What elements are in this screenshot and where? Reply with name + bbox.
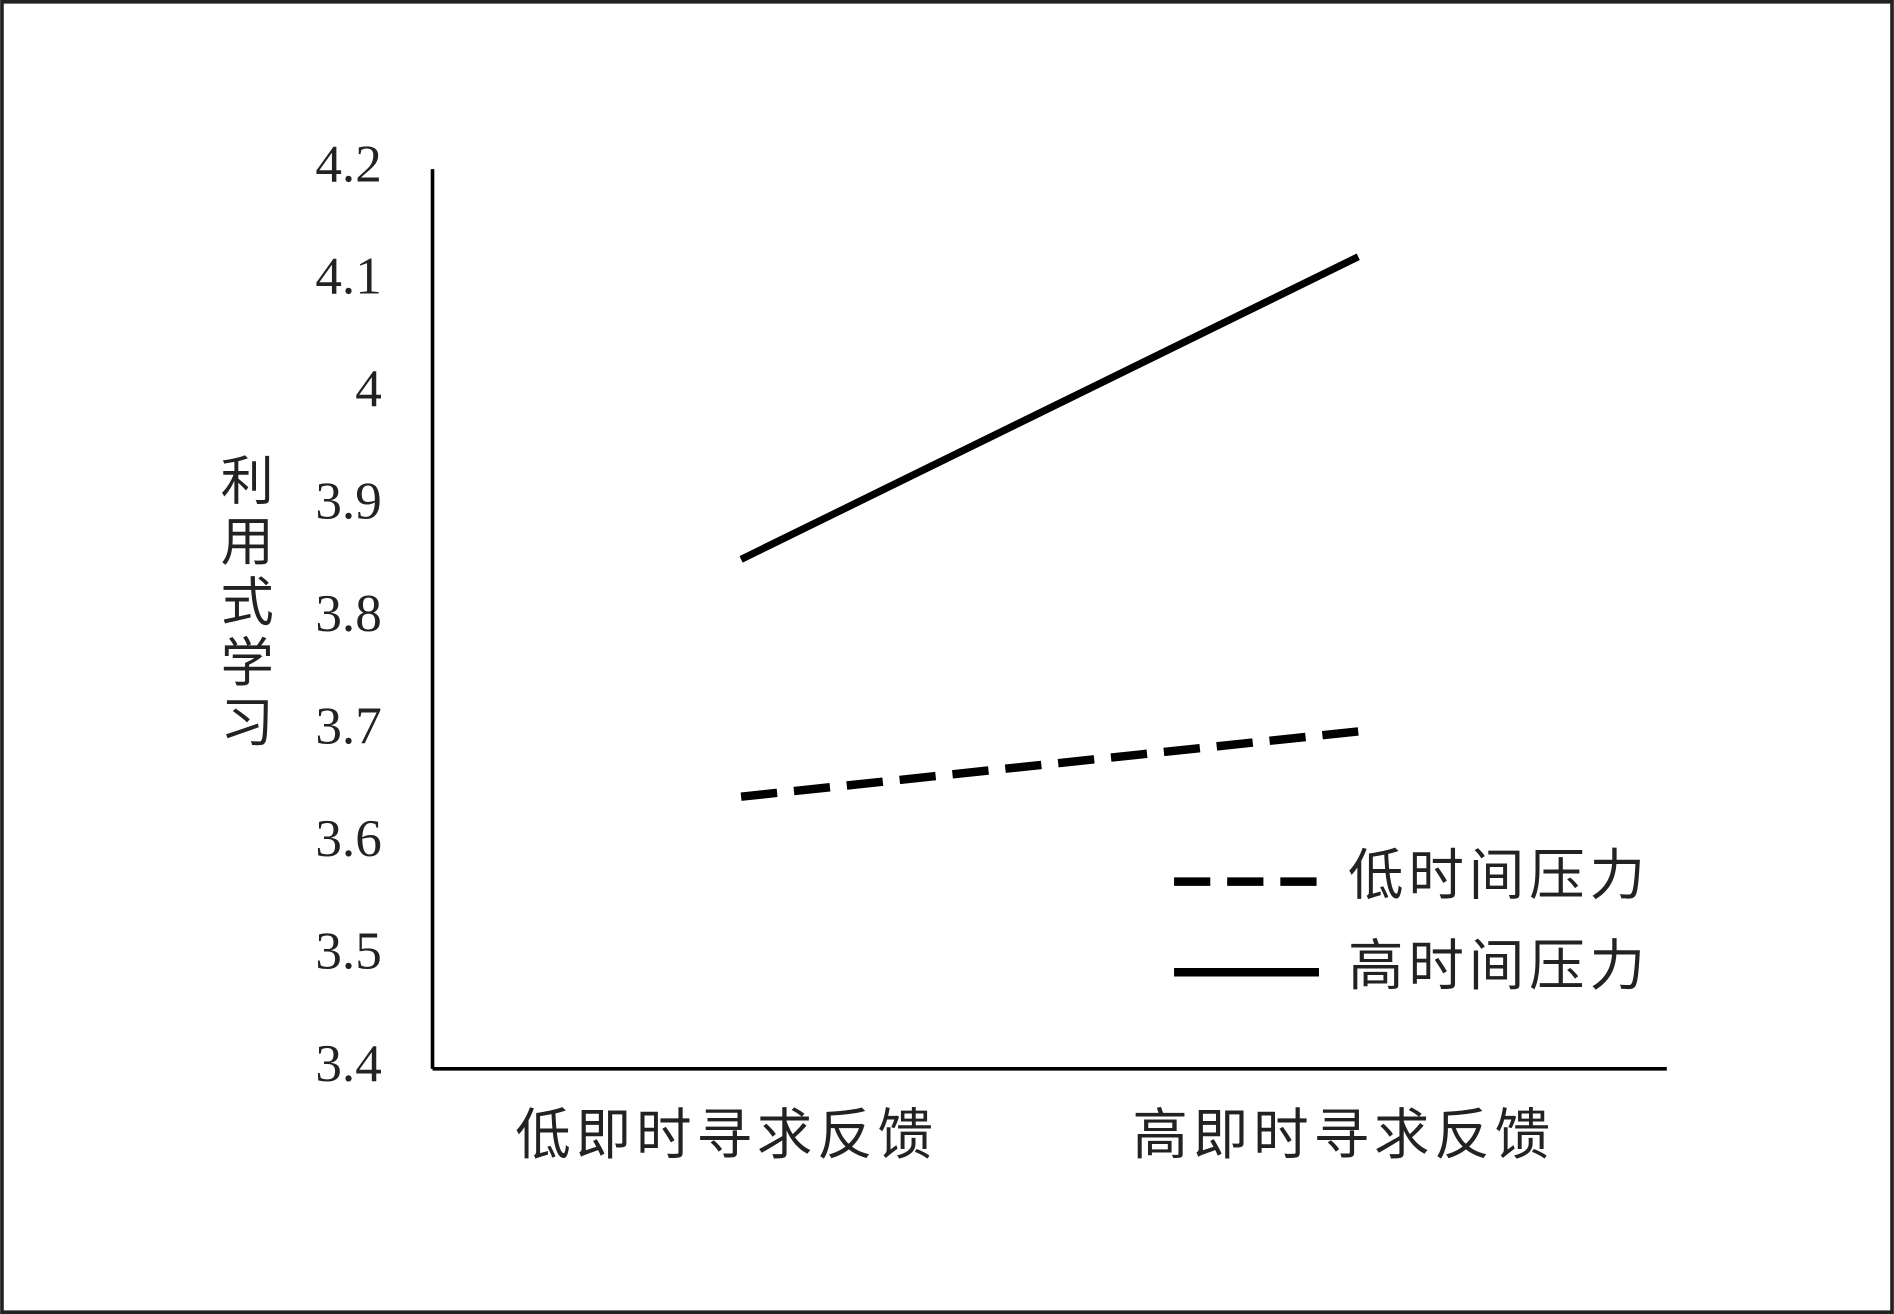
y-tick-label: 3.9 — [315, 473, 381, 531]
y-tick-label: 3.8 — [315, 585, 381, 643]
x-tick-label: 低即时寻求反馈 — [515, 1105, 938, 1167]
x-tick-label: 高即时寻求反馈 — [1132, 1105, 1555, 1167]
y-tick-label: 3.5 — [315, 923, 381, 981]
y-tick-label: 4 — [355, 360, 382, 418]
legend-label: 高时间压力 — [1348, 936, 1650, 998]
y-axis-label: 利用式学习 — [213, 453, 273, 755]
y-tick-label: 4.1 — [315, 248, 381, 306]
y-tick-label: 3.6 — [315, 810, 381, 868]
legend-label: 低时间压力 — [1348, 845, 1650, 907]
y-tick-label: 3.4 — [315, 1035, 381, 1093]
y-tick-label: 3.7 — [315, 698, 381, 756]
series-line — [739, 253, 1360, 563]
y-tick-label: 4.2 — [315, 135, 381, 193]
